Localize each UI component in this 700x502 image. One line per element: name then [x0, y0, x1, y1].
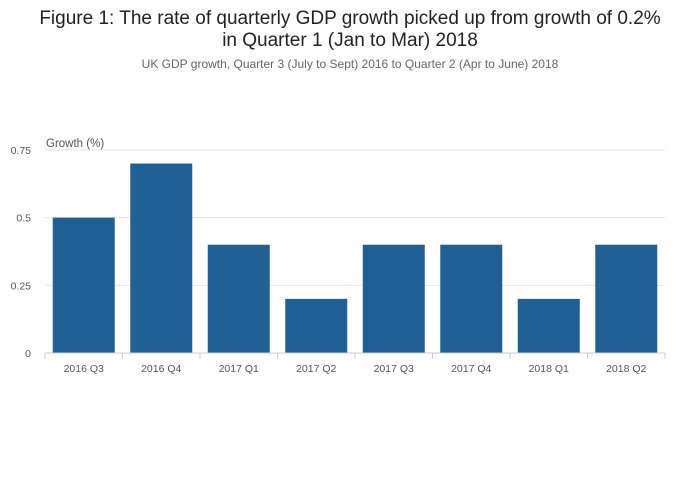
bars	[52, 163, 658, 353]
bar-2017-q2[interactable]	[285, 298, 348, 353]
chart-title: Figure 1: The rate of quarterly GDP grow…	[0, 8, 700, 52]
bar-2018-q1[interactable]	[517, 298, 580, 353]
x-tick-label: 2016 Q3	[64, 363, 104, 375]
bar-2017-q3[interactable]	[362, 244, 425, 353]
y-tick-label: 0	[25, 348, 31, 360]
y-tick-label: 0.75	[11, 145, 32, 157]
x-tick-label: 2017 Q1	[219, 363, 259, 375]
x-tick-label: 2016 Q4	[141, 363, 181, 375]
x-tick-label: 2017 Q4	[451, 363, 491, 375]
chart-title-line2: in Quarter 1 (Jan to Mar) 2018	[222, 30, 478, 51]
chart-title-line1: Figure 1: The rate of quarterly GDP grow…	[39, 8, 661, 29]
x-tick-label: 2018 Q2	[606, 363, 646, 375]
x-tick-label: 2017 Q2	[296, 363, 336, 375]
y-tick-label: 0.5	[16, 213, 31, 225]
x-tick-label: 2018 Q1	[529, 363, 569, 375]
bar-2018-q2[interactable]	[595, 244, 658, 353]
bar-2016-q4[interactable]	[130, 163, 193, 353]
x-tick-label: 2017 Q3	[374, 363, 414, 375]
bar-2017-q1[interactable]	[207, 244, 270, 353]
bar-2016-q3[interactable]	[52, 217, 115, 353]
bar-2017-q4[interactable]	[440, 244, 503, 353]
y-axis-title: Growth (%)	[46, 138, 104, 150]
chart-subtitle: UK GDP growth, Quarter 3 (July to Sept) …	[141, 57, 559, 71]
axes: 0 0.25 0.5 0.75 2016 Q3 2016 Q4 2017 Q1 2017 Q2…	[11, 145, 666, 375]
y-tick-label: 0.25	[11, 280, 32, 292]
